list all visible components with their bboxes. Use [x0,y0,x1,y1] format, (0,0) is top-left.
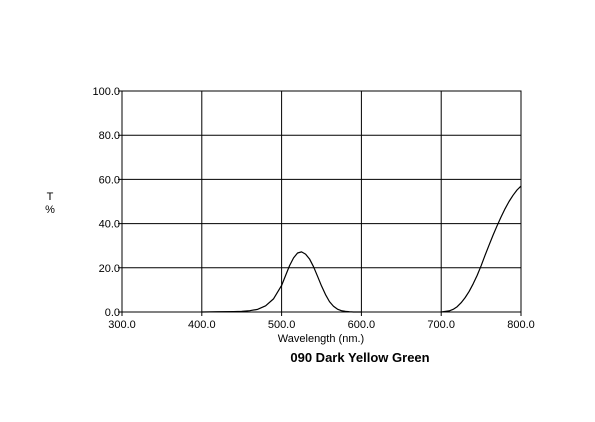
x-tick-label: 300.0 [108,319,136,331]
x-tick-label: 500.0 [268,319,296,331]
y-axis-tick-labels: 0.0 20.0 40.0 60.0 80.0 100.0 [92,86,120,319]
series-layer [201,185,522,313]
x-axis-label: Wavelength (nm.) [278,333,364,345]
transmission-curve-segment [201,251,362,313]
plot-area-frame [121,90,522,313]
x-tick-label: 800.0 [507,319,535,331]
y-tick-label: 20.0 [99,263,120,275]
chart-title: 090 Dark Yellow Green [290,350,429,365]
y-tick-label: 100.0 [92,86,120,98]
y-axis-label-percent: % [45,204,55,216]
y-tick-label: 60.0 [99,174,120,186]
y-tick-label: 40.0 [99,219,120,231]
transmission-curve-segment [441,185,522,313]
x-axis-tick-labels: 300.0 400.0 500.0 600.0 700.0 800.0 [108,319,535,331]
x-tick-label: 400.0 [188,319,216,331]
x-tick-label: 600.0 [348,319,376,331]
y-tick-label: 0.0 [105,307,120,319]
y-axis-label-t: T [47,191,54,203]
x-tick-label: 700.0 [427,319,455,331]
y-tick-label: 80.0 [99,130,120,142]
